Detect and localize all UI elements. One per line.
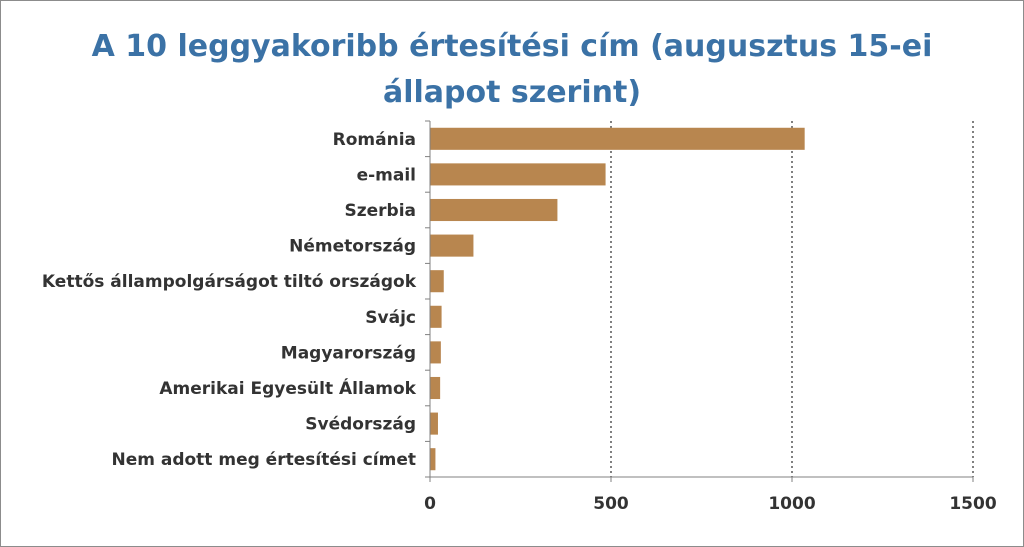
bar-8 <box>430 412 438 435</box>
bar-5 <box>430 305 442 328</box>
x-tick-label-500: 500 <box>593 494 629 514</box>
bar-6 <box>430 341 441 364</box>
bar-1 <box>430 163 606 186</box>
category-label-7: Amerikai Egyesült Államok <box>159 377 416 399</box>
x-tick-label-0: 0 <box>424 494 436 514</box>
category-label-4: Kettős állampolgárságot tiltó országok <box>42 272 417 292</box>
category-label-6: Magyarország <box>281 343 416 363</box>
bar-2 <box>430 198 558 222</box>
x-tick-labels: 0 500 1000 1500 <box>424 494 997 514</box>
chart-title: A 10 leggyakoribb értesítési cím (augusz… <box>0 24 1024 116</box>
bar-9 <box>430 448 436 471</box>
axes <box>425 120 974 482</box>
category-label-8: Svédország <box>305 415 416 435</box>
category-label-9: Nem adott meg értesítési címet <box>111 450 416 470</box>
category-label-5: Svájc <box>365 308 416 328</box>
bar-4 <box>430 270 444 293</box>
category-label-0: Románia <box>333 130 416 150</box>
category-label-1: e-mail <box>357 165 416 185</box>
gridlines <box>610 121 974 477</box>
bar-7 <box>430 376 441 400</box>
bars <box>430 127 805 471</box>
bar-0 <box>430 127 805 150</box>
x-tick-label-1500: 1500 <box>949 494 996 514</box>
category-label-3: Németország <box>289 237 416 257</box>
category-labels: Románia e-mail Szerbia Németország Kettős ál… <box>42 130 417 470</box>
chart-title-line-1: A 10 leggyakoribb értesítési cím (augusz… <box>91 29 933 64</box>
chart-title-line-2: állapot szerint) <box>382 75 642 110</box>
category-label-2: Szerbia <box>344 201 416 221</box>
bar-3 <box>430 234 474 257</box>
x-tick-label-1000: 1000 <box>768 494 815 514</box>
